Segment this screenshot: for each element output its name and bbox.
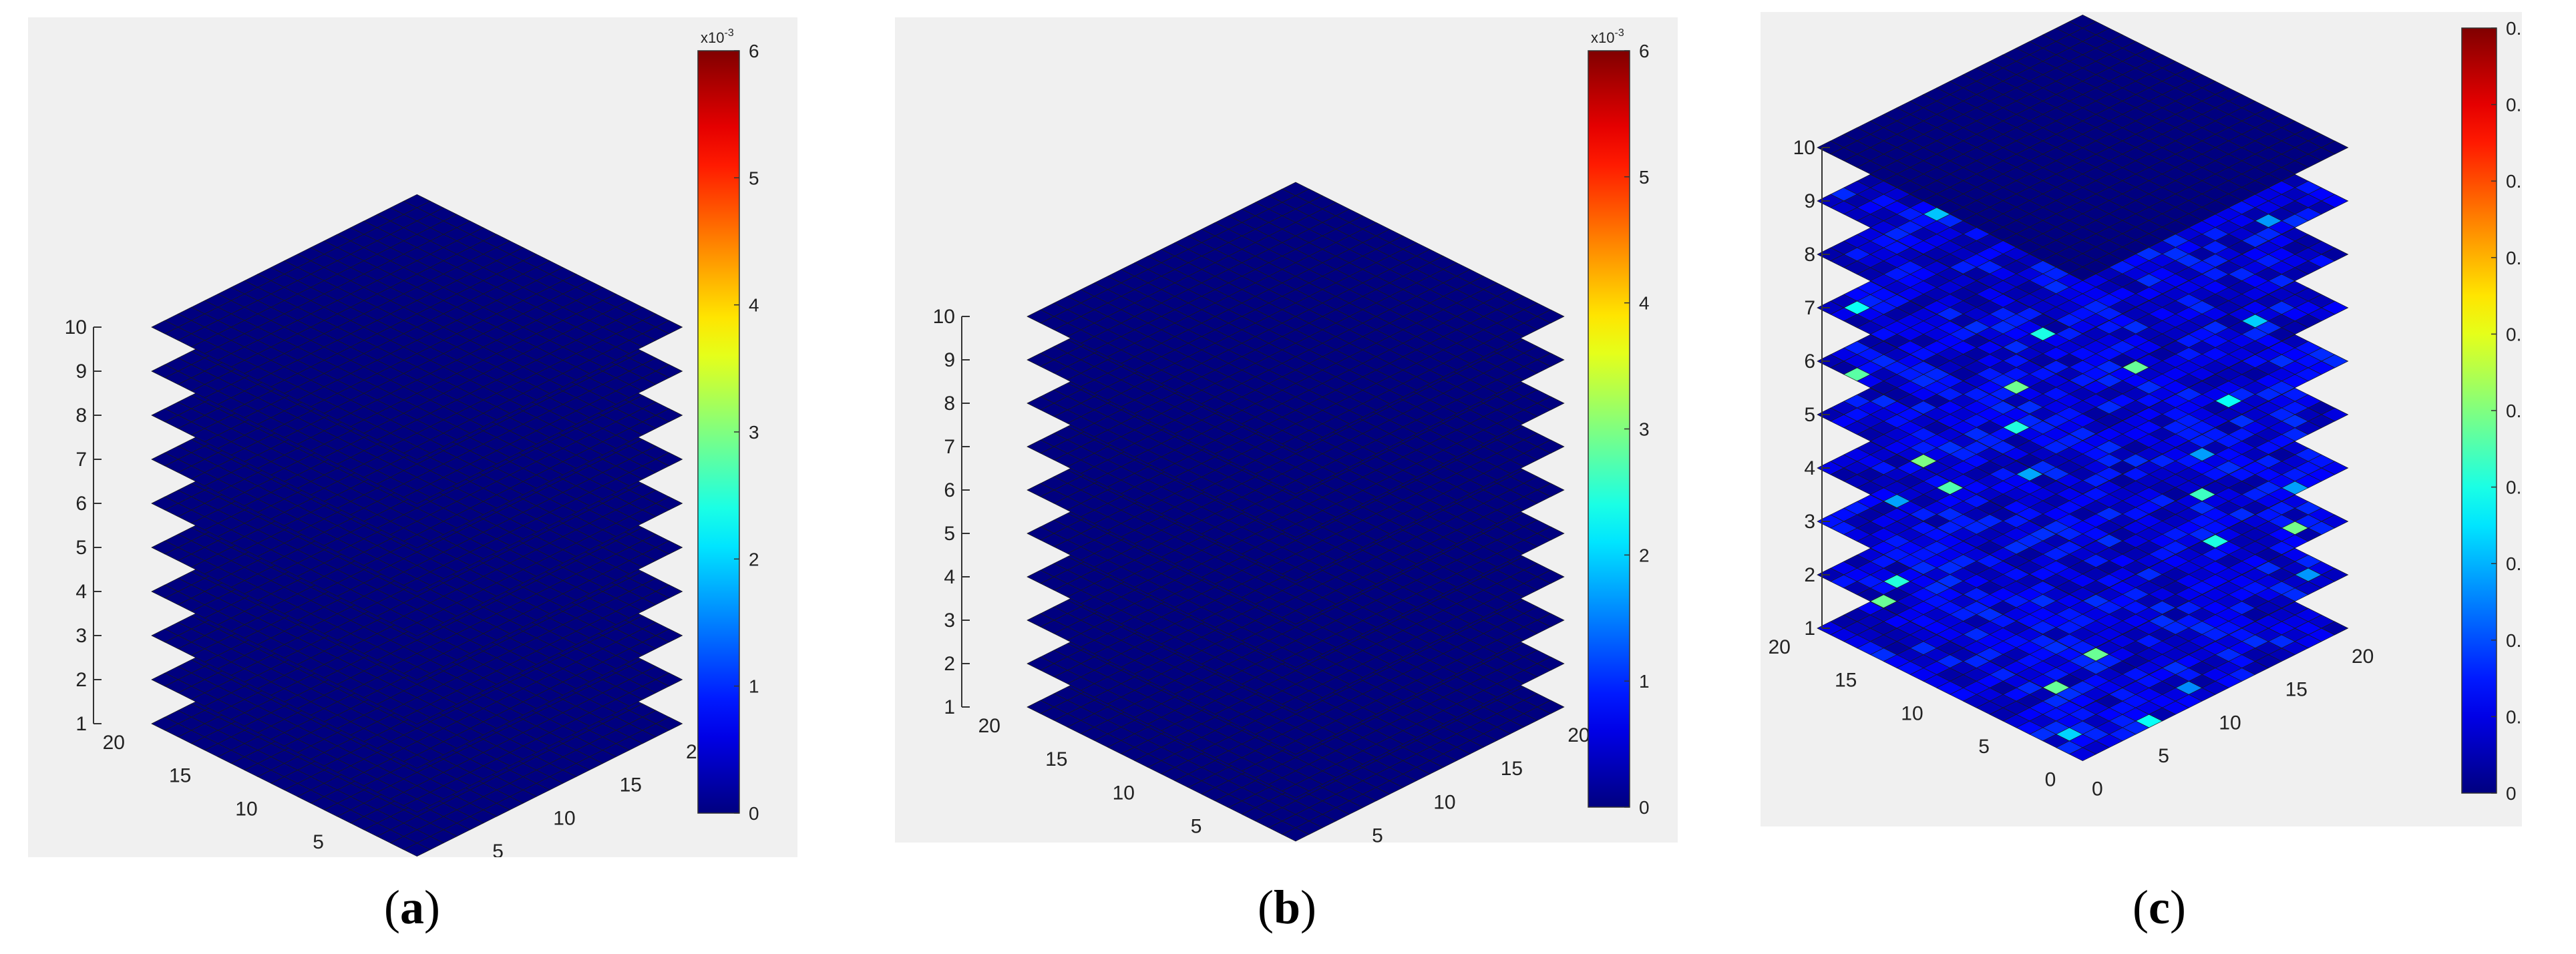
y-tick-label: 10 bbox=[235, 798, 257, 820]
heatmap-cell bbox=[403, 490, 431, 505]
heatmap-cell bbox=[403, 843, 431, 857]
chart-b: 1234567891005101520051015200123456x10-3 bbox=[933, 27, 1650, 843]
colorbar-tick-label: 0 bbox=[749, 803, 759, 824]
y-tick-label: 20 bbox=[103, 732, 125, 754]
panel-b: 1234567891005101520051015200123456x10-3 bbox=[895, 17, 1678, 843]
heatmap-cell bbox=[403, 666, 431, 681]
z-tick-label: 9 bbox=[75, 361, 87, 383]
z-tick-label: 10 bbox=[65, 316, 87, 338]
chart-a: 1234567891005101520051015200123456x10-3 bbox=[65, 27, 759, 857]
panel-a: 1234567891005101520051015200123456x10-3 bbox=[28, 17, 797, 857]
y-tick-label: 5 bbox=[313, 831, 324, 853]
colorbar-tick-label: 4 bbox=[749, 295, 759, 316]
colorbar bbox=[697, 50, 740, 814]
heatmap-cell bbox=[403, 710, 431, 725]
z-tick-label: 4 bbox=[75, 581, 87, 603]
heatmap-cell bbox=[403, 534, 431, 549]
colorbar-tick-label: 3 bbox=[749, 422, 759, 443]
colorbar-tick-label: 6 bbox=[749, 41, 759, 61]
z-tick-label: 7 bbox=[75, 449, 87, 471]
z-tick-label: 1 bbox=[75, 713, 87, 735]
x-tick-label: 10 bbox=[553, 807, 575, 829]
z-tick-label: 5 bbox=[75, 537, 87, 559]
heatmap-cell bbox=[403, 754, 431, 769]
x-tick-label: 15 bbox=[620, 774, 642, 796]
z-tick-label: 3 bbox=[75, 625, 87, 647]
layer-10 bbox=[151, 194, 683, 461]
heatmap-cell bbox=[403, 578, 431, 593]
heatmap-cell bbox=[403, 622, 431, 637]
y-tick-label: 15 bbox=[169, 765, 191, 787]
colorbar-tick-label: 1 bbox=[749, 676, 759, 697]
colorbar-tick-label: 2 bbox=[749, 549, 759, 569]
heatmap-cell bbox=[403, 798, 431, 813]
colorbar-exponent: x10-3 bbox=[701, 27, 734, 46]
z-tick-label: 2 bbox=[75, 669, 87, 691]
z-tick-label: 6 bbox=[75, 493, 87, 515]
colorbar-tick-label: 5 bbox=[749, 168, 759, 188]
x-tick-label: 5 bbox=[492, 841, 504, 857]
z-tick-label: 8 bbox=[75, 405, 87, 427]
